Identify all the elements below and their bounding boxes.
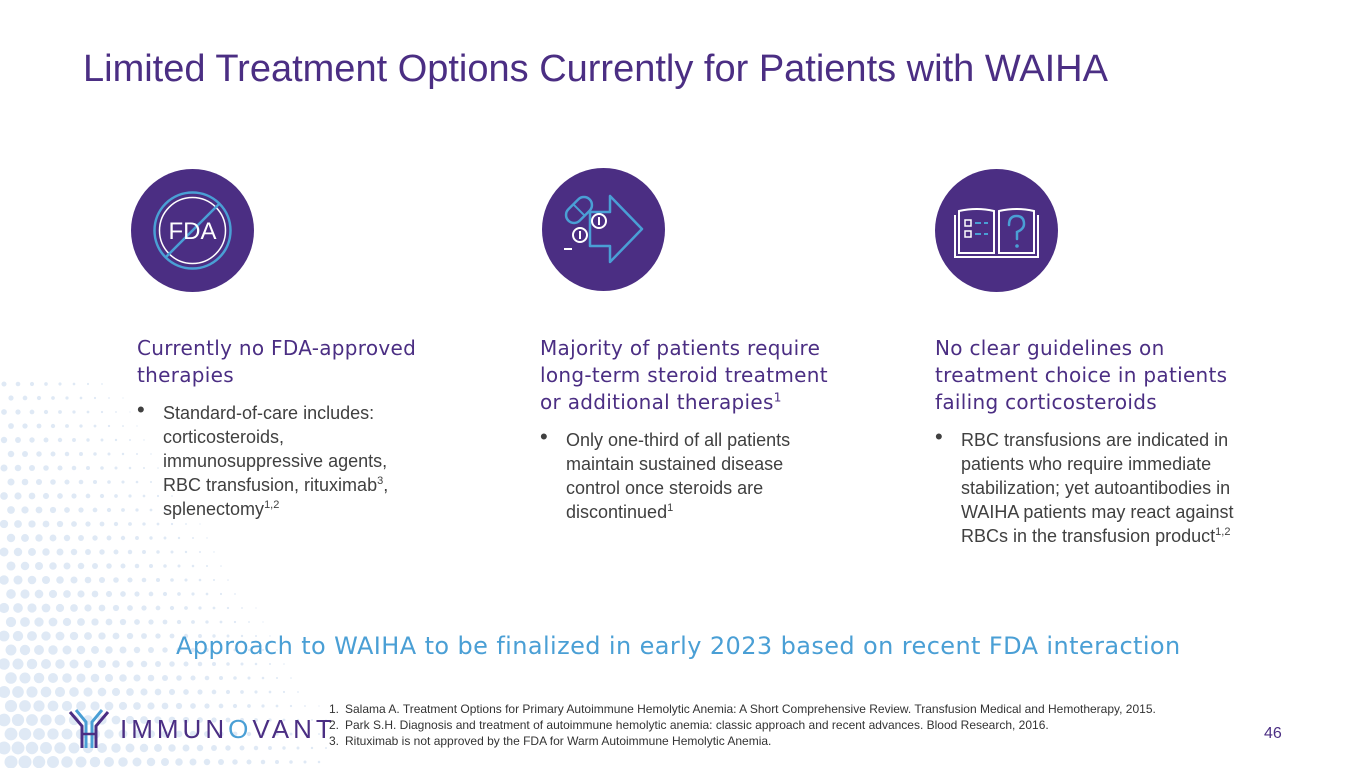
slide-title: Limited Treatment Options Currently for … <box>83 48 1108 90</box>
references-list: 1. Salama A. Treatment Options for Primar… <box>329 701 1156 749</box>
pills-arrow-icon <box>542 168 665 291</box>
column-no-approved-therapies: Currently no FDA-approved therapies Stan… <box>137 335 457 521</box>
column-bullet: Only one-third of all patients maintain … <box>540 425 830 524</box>
column-heading: Currently no FDA-approved therapies <box>137 336 417 387</box>
immunovant-logo: IMMUNOVANT <box>66 706 336 752</box>
reference-item: 3. Rituximab is not approved by the FDA f… <box>329 734 772 748</box>
guidebook-question-icon <box>935 169 1058 292</box>
callout-statement: Approach to WAIHA to be finalized in ear… <box>176 632 1181 660</box>
column-no-clear-guidelines: No clear guidelines on treatment choice … <box>935 335 1255 548</box>
column-bullet: Standard-of-care includes: corticosteroi… <box>137 398 417 521</box>
column-heading: No clear guidelines on treatment choice … <box>935 336 1228 414</box>
logo-wordmark: IMMUNOVANT <box>120 713 336 744</box>
reference-item: 2. Park S.H. Diagnosis and treatment of a… <box>329 718 1049 732</box>
antibody-logo-icon <box>68 709 110 748</box>
column-steroid-treatment: Majority of patients require long-term s… <box>540 335 850 524</box>
reference-item: 1. Salama A. Treatment Options for Primar… <box>329 702 1156 716</box>
fda-prohibited-icon: FDA <box>131 169 254 292</box>
column-heading: Majority of patients require long-term s… <box>540 336 828 414</box>
column-bullet: RBC transfusions are indicated in patien… <box>935 425 1245 548</box>
svg-text:FDA: FDA <box>169 218 217 245</box>
page-number: 46 <box>1264 725 1282 742</box>
